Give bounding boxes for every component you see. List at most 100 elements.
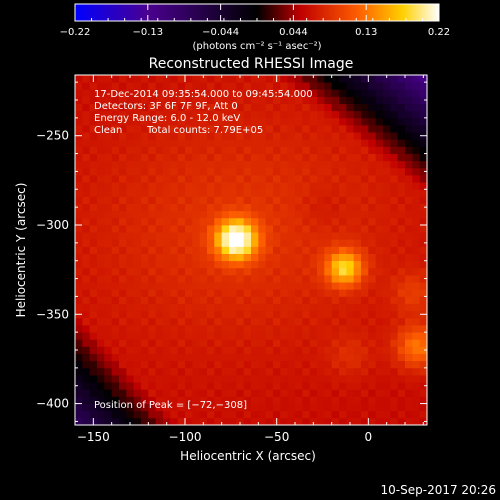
heatmap-cell: [397, 89, 406, 97]
heatmap-cell: [251, 132, 259, 140]
heatmap-cell: [361, 367, 369, 376]
heatmap-cell: [361, 217, 369, 226]
heatmap-cell: [126, 139, 135, 147]
heatmap-cell: [317, 167, 325, 176]
heatmap-cell: [155, 96, 164, 104]
heatmap-cell: [397, 239, 406, 247]
heatmap-cell: [280, 160, 289, 169]
heatmap-cell: [375, 417, 384, 425]
heatmap-cell: [317, 182, 325, 190]
heatmap-cell: [111, 153, 120, 162]
heatmap-cell: [155, 289, 164, 297]
heatmap-cell: [185, 167, 193, 176]
heatmap-cell: [331, 317, 340, 326]
heatmap-cell: [148, 232, 157, 240]
heatmap-cell: [89, 217, 98, 226]
heatmap-cell: [170, 210, 179, 219]
heatmap-cell: [368, 375, 377, 383]
heatmap-cell: [170, 160, 179, 169]
heatmap-cell: [177, 239, 186, 247]
heatmap-cell: [258, 232, 267, 240]
heatmap-cell: [207, 132, 215, 140]
heatmap-cell: [258, 117, 267, 126]
heatmap-cell: [412, 417, 421, 425]
heatmap-cell: [199, 225, 208, 233]
heatmap-cell: [192, 253, 201, 262]
heatmap-cell: [331, 160, 340, 169]
heatmap-cell: [89, 375, 98, 383]
heatmap-cell: [207, 125, 215, 133]
heatmap-cell: [221, 267, 230, 276]
heatmap-cell: [163, 296, 171, 304]
heatmap-cell: [324, 282, 333, 290]
heatmap-cell: [302, 389, 311, 397]
heatmap-cell: [126, 417, 135, 425]
heatmap-cell: [324, 403, 333, 412]
heatmap-cell: [148, 203, 157, 212]
heatmap-cell: [405, 253, 413, 262]
heatmap-cell: [251, 403, 259, 412]
heatmap-cell: [111, 167, 120, 176]
heatmap-cell: [214, 267, 223, 276]
heatmap-cell: [405, 296, 413, 304]
heatmap-cell: [155, 175, 164, 183]
heatmap-cell: [214, 217, 223, 226]
heatmap-cell: [346, 125, 355, 133]
heatmap-cell: [331, 210, 340, 219]
heatmap-cell: [148, 389, 157, 397]
heatmap-cell: [287, 89, 296, 97]
heatmap-cell: [148, 396, 157, 404]
heatmap-cell: [397, 125, 406, 133]
heatmap-cell: [75, 296, 83, 304]
heatmap-cell: [236, 375, 245, 383]
heatmap-cell: [295, 296, 303, 304]
heatmap-cell: [412, 317, 421, 326]
heatmap-cell: [82, 139, 91, 147]
heatmap-cell: [97, 175, 105, 183]
heatmap-cell: [199, 353, 208, 362]
heatmap-cell: [177, 360, 186, 369]
heatmap-cell: [170, 303, 179, 312]
heatmap-cell: [177, 117, 186, 126]
heatmap-cell: [346, 296, 355, 304]
heatmap-cell: [309, 396, 318, 404]
heatmap-cell: [192, 175, 201, 183]
heatmap-cell: [148, 282, 157, 290]
heatmap-cell: [177, 310, 186, 319]
heatmap-cell: [265, 196, 274, 204]
heatmap-cell: [214, 239, 223, 247]
heatmap-cell: [361, 339, 369, 347]
heatmap-cell: [119, 310, 127, 319]
heatmap-cell: [273, 167, 281, 176]
heatmap-cell: [141, 332, 149, 340]
heatmap-cell: [111, 303, 120, 312]
time-range-label: 17-Dec-2014 09:35:54.000 to 09:45:54.000: [94, 89, 313, 100]
heatmap-cell: [207, 339, 215, 347]
heatmap-cell: [155, 146, 164, 154]
heatmap-cell: [361, 267, 369, 276]
heatmap-cell: [97, 317, 105, 326]
heatmap-cell: [390, 246, 399, 254]
heatmap-cell: [148, 367, 157, 376]
heatmap-cell: [339, 125, 347, 133]
heatmap-cell: [280, 182, 289, 190]
heatmap-cell: [119, 232, 127, 240]
heatmap-cell: [280, 332, 289, 340]
heatmap-cell: [177, 382, 186, 390]
heatmap-cell: [280, 260, 289, 269]
heatmap-cell: [309, 375, 318, 383]
heatmap-cell: [214, 325, 223, 333]
heatmap-cell: [383, 175, 391, 183]
heatmap-cell: [287, 217, 296, 226]
heatmap-cell: [207, 317, 215, 326]
heatmap-cell: [89, 339, 98, 347]
heatmap-cell: [155, 110, 164, 119]
heatmap-cell: [383, 232, 391, 240]
heatmap-cell: [133, 117, 142, 126]
heatmap-cell: [346, 167, 355, 176]
heatmap-cell: [119, 196, 127, 204]
heatmap-cell: [346, 375, 355, 383]
heatmap-cell: [287, 110, 296, 119]
heatmap-cell: [251, 82, 259, 90]
heatmap-cell: [390, 296, 399, 304]
